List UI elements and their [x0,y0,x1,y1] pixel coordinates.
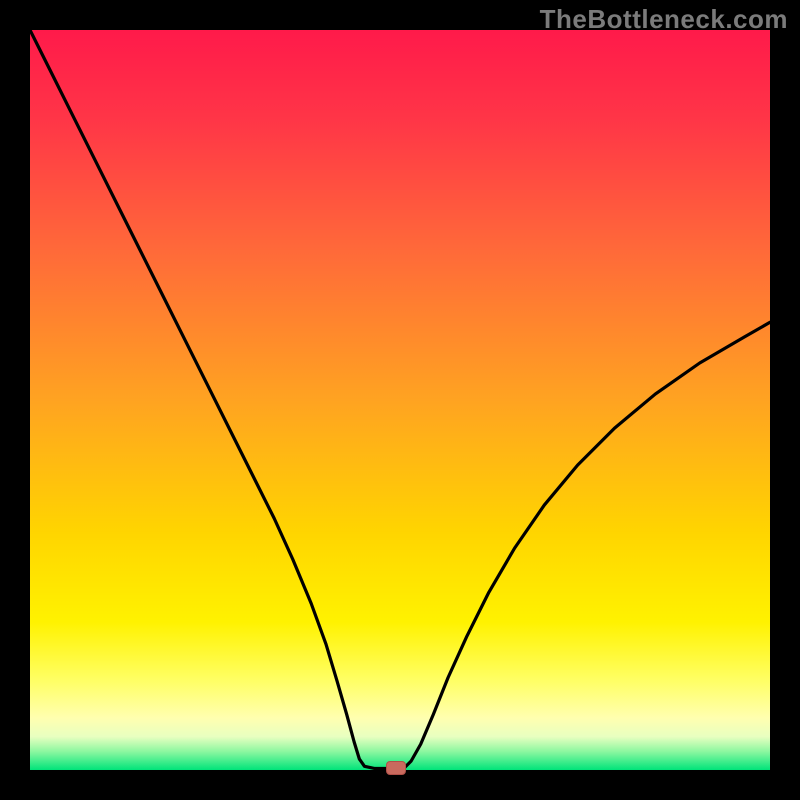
plot-area [30,30,770,770]
curve-layer [30,30,770,770]
optimum-marker [386,761,406,775]
bottleneck-curve [30,30,770,769]
chart-frame: TheBottleneck.com [0,0,800,800]
